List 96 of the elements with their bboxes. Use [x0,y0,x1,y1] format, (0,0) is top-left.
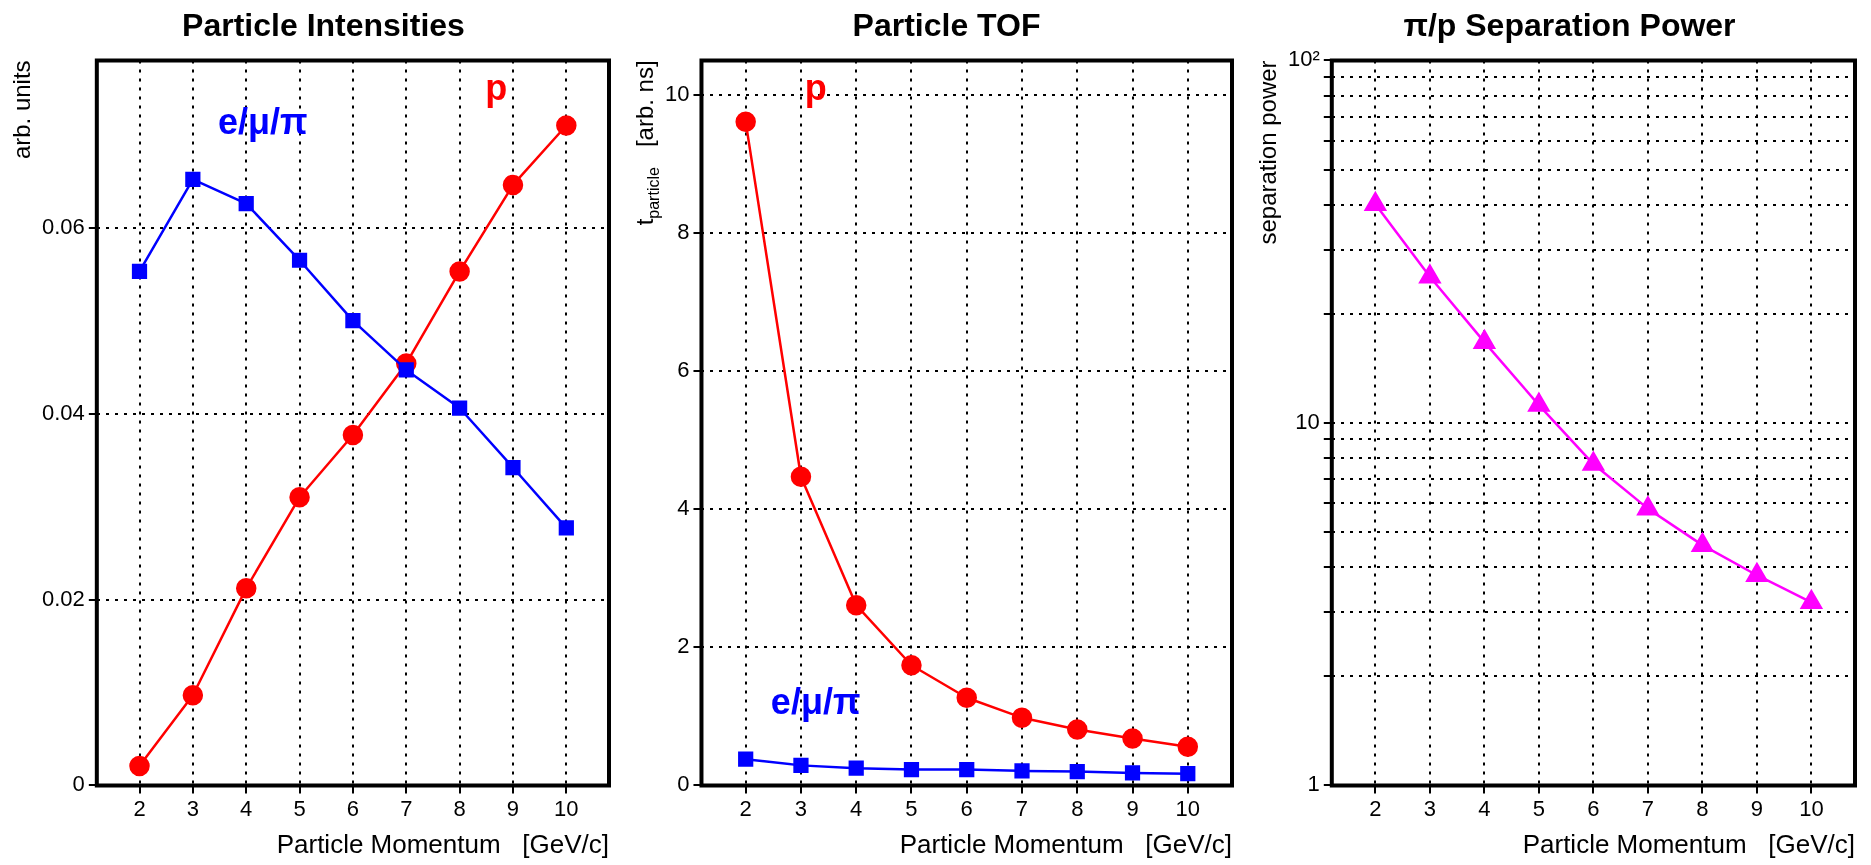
x-tick-label: 9 [1126,795,1139,821]
x-tick-label: 2 [133,795,146,821]
point [1800,590,1823,610]
point [182,684,204,706]
point [449,261,470,282]
text: tparticle [arb. ns] [631,60,662,226]
x-tick-label: 6 [1587,795,1600,821]
y-tick-label: 0.04 [41,399,85,425]
x-tick-label: 8 [453,795,466,821]
point [1014,763,1030,779]
x-tick-label: 4 [1478,795,1491,821]
chart-title: Particle Intensities [182,7,465,44]
point [903,761,920,778]
point [558,520,574,536]
point [291,252,308,268]
point [129,755,150,777]
x-tick-label: 7 [1015,795,1029,821]
x-tick-label: 9 [1750,795,1764,821]
y-axis-title: arb. units [8,60,35,160]
point [235,578,257,599]
point [1582,451,1605,471]
y-tick-label: 6 [677,357,690,383]
point [735,111,756,133]
point [790,466,812,488]
point [502,174,524,196]
x-tick-label: 2 [1369,795,1382,821]
point [505,459,521,476]
y-tick-label: 0.02 [41,585,85,611]
point [1746,562,1768,582]
x-tick-label: 5 [1532,795,1546,821]
y-tick-label: 10² [1288,46,1320,72]
point [901,655,922,676]
point [793,757,809,773]
point [1528,392,1550,412]
x-tick-label: 2 [739,795,752,821]
chart-title: Particle TOF [852,7,1041,44]
x-tick-label: 5 [905,795,918,821]
x-tick-label: 4 [850,795,863,821]
series-label: e/μ/π [218,101,308,143]
point [289,487,310,508]
x-axis-title: Particle Momentum [GeV/c] [276,828,609,859]
point [1124,765,1141,781]
y-tick-label: 4 [677,495,690,521]
point [1011,707,1033,728]
y-tick-label: 0 [677,771,690,797]
x-tick-label: 7 [1641,795,1655,821]
y-tick-label: 0 [72,771,85,797]
point [738,751,754,767]
x-tick-label: 3 [186,795,199,821]
point [1691,532,1714,552]
y-axis-title: separation power [1254,60,1281,245]
point [342,424,364,446]
y-tick-label: 10 [664,80,690,106]
y-tick-label: 8 [677,219,690,245]
point [1419,264,1441,284]
point [959,761,975,778]
x-tick-label: 6 [346,795,360,821]
x-tick-label: 3 [1423,795,1437,821]
y-tick-label: 2 [677,633,690,659]
y-tick-label: 10 [1295,408,1320,434]
series-label: p [804,67,827,109]
x-axis-title: Particle Momentum [GeV/c] [899,828,1232,859]
x-tick-label: 8 [1696,795,1709,821]
point [1177,736,1199,757]
x-tick-label: 6 [960,795,973,821]
series-label: p [485,67,508,109]
x-tick-label: 10 [1175,795,1201,821]
point [1473,329,1496,349]
x-tick-label: 10 [1799,795,1824,821]
y-tick-label: 1 [1307,771,1320,797]
x-tick-label: 10 [554,795,579,821]
x-tick-label: 7 [400,795,413,821]
x-axis-title: Particle Momentum [GeV/c] [1522,828,1855,859]
point [1637,496,1659,516]
series-label: e/μ/π [770,681,861,723]
y-tick-label: 0.06 [41,213,85,239]
point [845,594,867,616]
point [1122,728,1143,749]
point [1069,763,1085,780]
point [848,760,864,776]
point [1180,766,1196,782]
point [556,115,577,136]
x-tick-label: 5 [293,795,306,821]
point [345,313,361,329]
point [1067,719,1088,740]
chart-title: π/p Separation Power [1403,7,1736,44]
x-tick-label: 8 [1071,795,1084,821]
point [238,195,254,212]
point [185,171,201,187]
point [956,687,977,708]
x-tick-label: 9 [506,795,520,821]
point [452,400,468,416]
point [131,263,148,280]
x-tick-label: 4 [240,795,253,821]
x-tick-label: 3 [794,795,808,821]
point [1364,192,1387,212]
